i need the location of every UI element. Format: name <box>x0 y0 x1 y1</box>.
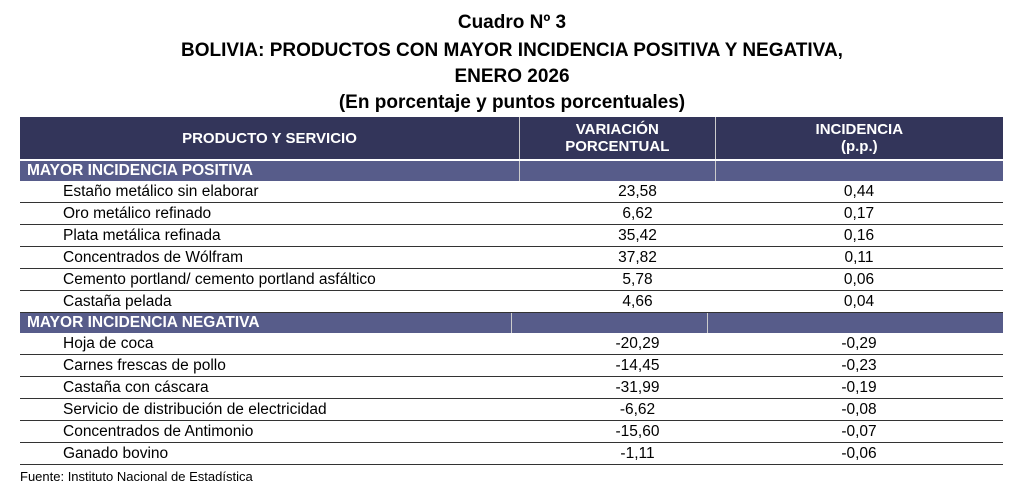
product-name: Servicio de distribución de electricidad <box>63 401 327 418</box>
table-row: Castaña con cáscara -31,99 -0,19 <box>20 377 1003 399</box>
incidence-value: 0,17 <box>843 205 875 222</box>
incidence-table: PRODUCTO Y SERVICIO VARIACIÓN PORCENTUAL… <box>20 117 1003 465</box>
variation-value: 4,66 <box>622 293 653 310</box>
product-name: Estaño metálico sin elaborar <box>63 183 259 200</box>
variation-value: -15,60 <box>615 423 660 440</box>
incidence-value: 0,04 <box>843 293 875 310</box>
product-name: Castaña pelada <box>63 293 172 310</box>
header-product: PRODUCTO Y SERVICIO <box>182 129 357 147</box>
table-row: Oro metálico refinado 6,62 0,17 <box>20 203 1003 225</box>
section-positive: MAYOR INCIDENCIA POSITIVA <box>20 161 1003 181</box>
variation-value: -31,99 <box>615 379 660 396</box>
table-row: Carnes frescas de pollo -14,45 -0,23 <box>20 355 1003 377</box>
table-number: Cuadro Nº 3 <box>457 12 567 33</box>
product-name: Oro metálico refinado <box>63 205 212 222</box>
incidence-value: -0,29 <box>841 335 877 352</box>
table-row: Hoja de coca -20,29 -0,29 <box>20 333 1003 355</box>
source-note: Fuente: Instituto Nacional de Estadístic… <box>20 469 253 484</box>
variation-value: -14,45 <box>615 357 660 374</box>
incidence-value: -0,07 <box>841 423 877 440</box>
incidence-value: 0,06 <box>843 271 875 288</box>
product-name: Castaña con cáscara <box>63 379 209 396</box>
table-row: Concentrados de Wólfram 37,82 0,11 <box>20 247 1003 269</box>
variation-value: 23,58 <box>618 183 657 200</box>
table-row: Servicio de distribución de electricidad… <box>20 399 1003 421</box>
variation-value: 5,78 <box>622 271 653 288</box>
header-incidence: INCIDENCIA (p.p.) <box>714 117 1003 159</box>
product-name: Hoja de coca <box>63 335 154 352</box>
incidence-value: 0,44 <box>843 183 875 200</box>
variation-value: -20,29 <box>615 335 660 352</box>
table-row: Estaño metálico sin elaborar 23,58 0,44 <box>20 181 1003 203</box>
section-negative: MAYOR INCIDENCIA NEGATIVA <box>20 313 1003 333</box>
variation-value: 35,42 <box>618 227 657 244</box>
product-name: Concentrados de Antimonio <box>63 423 254 440</box>
incidence-value: -0,19 <box>841 379 877 396</box>
table-row: Concentrados de Antimonio -15,60 -0,07 <box>20 421 1003 443</box>
table-header: PRODUCTO Y SERVICIO VARIACIÓN PORCENTUAL… <box>20 117 1003 161</box>
incidence-value: -0,08 <box>841 401 877 418</box>
variation-value: 37,82 <box>618 249 657 266</box>
product-name: Ganado bovino <box>63 445 169 462</box>
table-row: Castaña pelada 4,66 0,04 <box>20 291 1003 313</box>
incidence-value: 0,11 <box>844 249 874 266</box>
table-units: (En porcentaje y puntos porcentuales) <box>338 92 686 113</box>
product-name: Cemento portland/ cemento portland asfál… <box>63 271 376 288</box>
header-variation: VARIACIÓN PORCENTUAL <box>518 117 715 159</box>
table-row: Plata metálica refinada 35,42 0,16 <box>20 225 1003 247</box>
table-row: Cemento portland/ cemento portland asfál… <box>20 269 1003 291</box>
variation-value: -6,62 <box>619 401 656 418</box>
variation-value: 6,62 <box>622 205 653 222</box>
table-row: Ganado bovino -1,11 -0,06 <box>20 443 1003 465</box>
table-title: BOLIVIA: PRODUCTOS CON MAYOR INCIDENCIA … <box>181 40 843 61</box>
incidence-value: 0,16 <box>843 227 875 244</box>
product-name: Concentrados de Wólfram <box>63 249 244 266</box>
incidence-value: -0,23 <box>841 357 877 374</box>
product-name: Carnes frescas de pollo <box>63 357 226 374</box>
incidence-value: -0,06 <box>841 445 877 462</box>
variation-value: -1,11 <box>620 445 655 462</box>
table-period: ENERO 2026 <box>454 66 570 87</box>
product-name: Plata metálica refinada <box>63 227 221 244</box>
